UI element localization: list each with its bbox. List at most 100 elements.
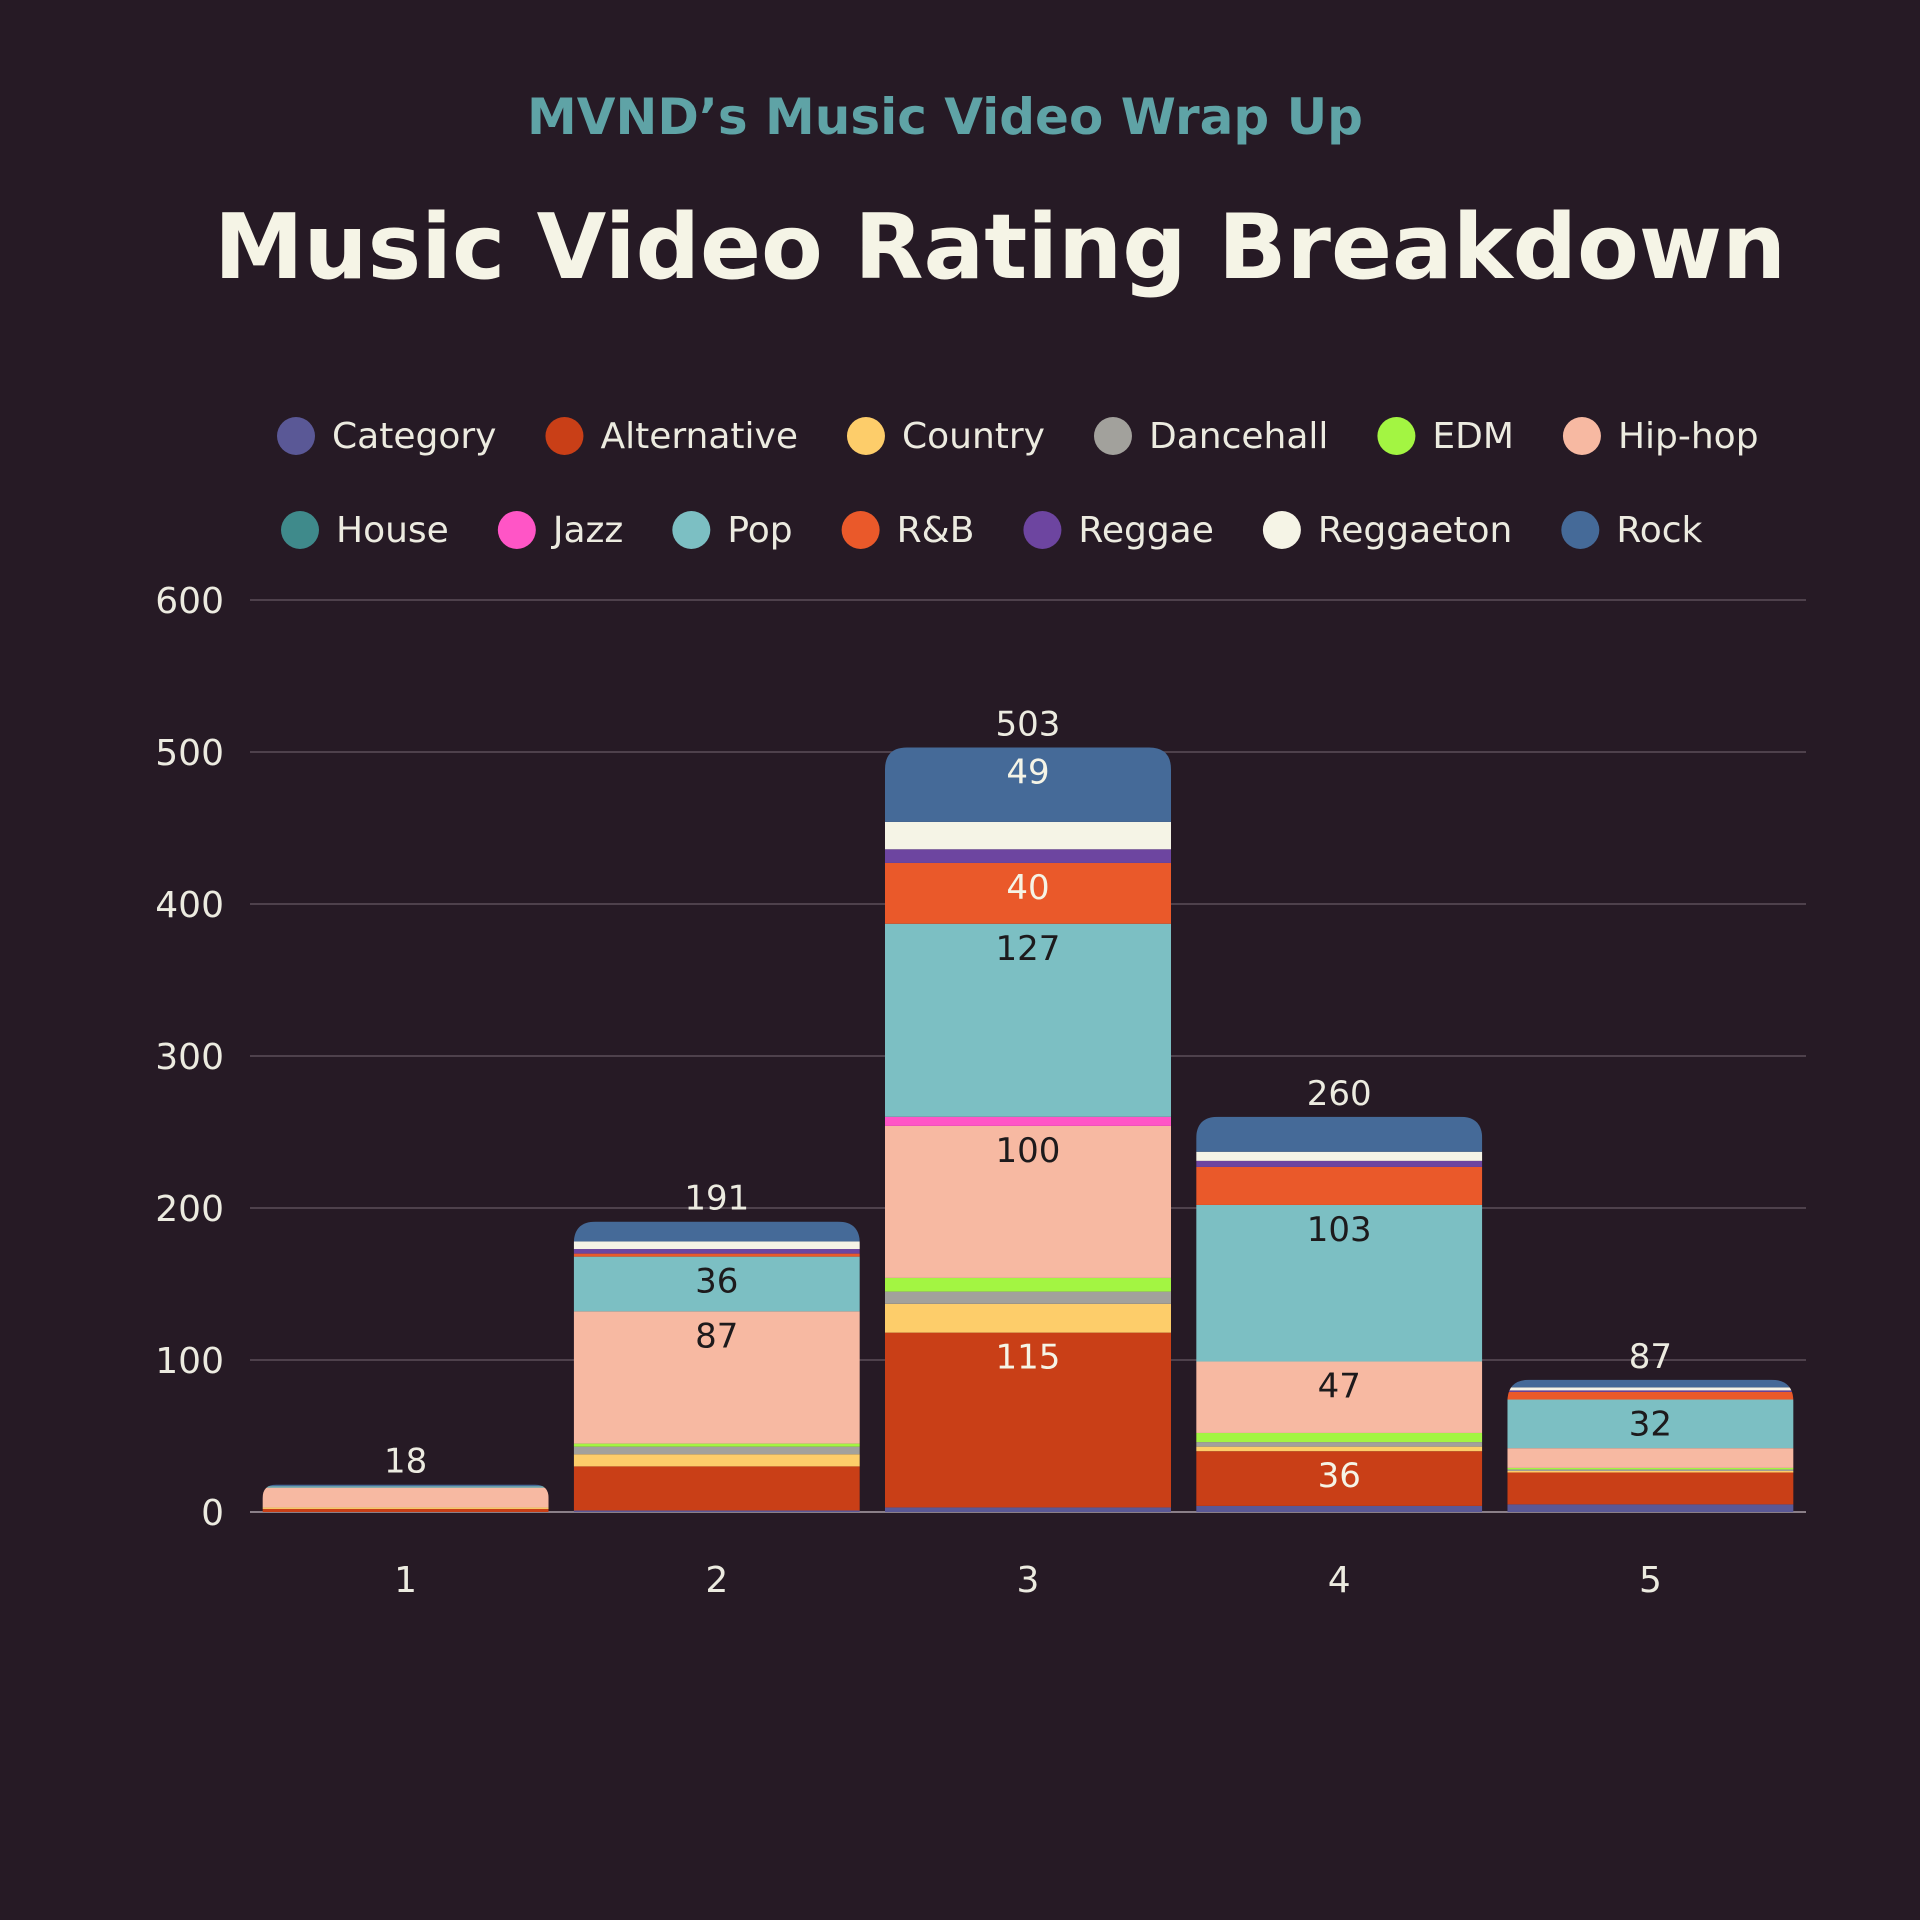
bar-segment-reggaeton-5 — [1507, 1387, 1794, 1391]
legend-label: Reggae — [1078, 510, 1213, 551]
legend-swatch — [1093, 417, 1132, 455]
legend-swatch — [281, 511, 319, 549]
bar-segment-reggae-5 — [1507, 1390, 1794, 1392]
bar-segment-hip-hop-5 — [1507, 1448, 1794, 1468]
legend-label: Dancehall — [1149, 416, 1328, 457]
bar-segment-category-5 — [1507, 1504, 1794, 1512]
legend-label: Jazz — [551, 510, 623, 551]
bar-segment-jazz-3 — [885, 1116, 1171, 1126]
bar-segment-rock-3 — [885, 747, 1171, 822]
y-tick-label: 600 — [155, 581, 224, 622]
bar-segment-alternative-2 — [573, 1466, 860, 1511]
bar-segment-dancehall-3 — [885, 1291, 1171, 1304]
legend-swatch — [1377, 417, 1416, 455]
segment-value-label: 36 — [695, 1262, 738, 1302]
bar-segment-edm-2 — [573, 1443, 860, 1447]
legend-item-pop: Pop — [672, 510, 793, 551]
x-tick-label: 2 — [705, 1560, 728, 1601]
bar-segment-pop-3 — [885, 923, 1171, 1117]
bar-segment-category-2 — [573, 1510, 860, 1512]
legend-label: House — [336, 510, 449, 551]
y-tick-label: 0 — [201, 1493, 224, 1534]
x-tick-label: 3 — [1017, 1560, 1040, 1601]
bar-segment-randb-5 — [1507, 1391, 1794, 1400]
legend-item-country: Country — [846, 416, 1045, 457]
legend-label: Pop — [727, 510, 792, 551]
bar-segment-hip-hop-1 — [262, 1487, 549, 1508]
x-tick-label: 1 — [394, 1560, 417, 1601]
y-tick-label: 300 — [155, 1037, 224, 1078]
bar-segment-pop-1 — [262, 1486, 549, 1488]
bar-segment-alternative-1 — [262, 1508, 549, 1512]
bar-segment-rock-1 — [262, 1484, 549, 1487]
legend-label: Alternative — [600, 416, 798, 457]
bar-total-label: 18 — [384, 1442, 427, 1482]
bar-segment-reggae-4 — [1196, 1160, 1483, 1167]
segment-value-label: 87 — [695, 1316, 738, 1356]
bar-segment-country-3 — [885, 1303, 1171, 1333]
bar-segment-edm-5 — [1507, 1467, 1794, 1470]
bar-segment-reggaeton-2 — [573, 1241, 860, 1250]
legend-item-house: House — [281, 510, 449, 551]
bar-segment-alternative-4 — [1196, 1451, 1483, 1506]
bar-segment-pop-4 — [1196, 1204, 1483, 1362]
legend-label: Country — [902, 416, 1045, 457]
legend: Category Alternative Country Dancehall EDM Hi… — [277, 416, 1759, 551]
bar-segment-dancehall-5 — [1507, 1469, 1794, 1471]
legend-swatch — [1561, 511, 1600, 549]
legend-label: Reggaeton — [1318, 510, 1512, 551]
segment-value-label: 47 — [1318, 1367, 1361, 1407]
legend-swatch — [1562, 417, 1601, 455]
bar-segment-country-2 — [573, 1454, 860, 1467]
legend-swatch — [841, 511, 880, 549]
segment-value-label: 100 — [996, 1131, 1061, 1171]
bars — [262, 747, 1794, 1512]
segment-value-label: 49 — [1006, 752, 1049, 792]
bar-stack-3 — [885, 747, 1171, 1512]
bar-segment-category-4 — [1196, 1505, 1483, 1512]
bar-segment-randb-4 — [1196, 1166, 1483, 1205]
bar-total-label: 87 — [1629, 1337, 1672, 1377]
bar-segment-hip-hop-4 — [1196, 1361, 1483, 1433]
legend-label: EDM — [1432, 416, 1514, 457]
bar-segment-reggaeton-3 — [885, 821, 1171, 850]
bar-segment-rock-5 — [1507, 1379, 1794, 1388]
x-tick-label: 5 — [1639, 1560, 1662, 1601]
legend-item-edm: EDM — [1377, 416, 1514, 457]
legend-item-jazz: Jazz — [497, 510, 623, 551]
y-tick-label: 200 — [155, 1189, 224, 1230]
legend-label: R&B — [897, 510, 975, 551]
bar-segment-hip-hop-3 — [885, 1125, 1171, 1278]
legend-swatch — [277, 417, 315, 455]
legend-item-dancehall: Dancehall — [1093, 416, 1328, 457]
segment-value-label: 127 — [996, 929, 1061, 969]
legend-swatch — [497, 511, 536, 549]
bar-segment-country-5 — [1507, 1470, 1794, 1473]
y-tick-label: 100 — [155, 1341, 224, 1382]
bar-segment-hip-hop-2 — [573, 1311, 860, 1444]
bar-segment-pop-2 — [573, 1256, 860, 1312]
bar-segment-randb-2 — [573, 1253, 860, 1257]
legend-item-reggae: Reggae — [1023, 510, 1214, 551]
bar-segment-edm-4 — [1196, 1432, 1483, 1443]
bar-segment-randb-3 — [885, 862, 1171, 924]
bar-total-label: 260 — [1307, 1074, 1372, 1114]
legend-label: Category — [332, 416, 496, 457]
legend-item-category: Category — [277, 416, 496, 457]
bar-stack-4 — [1196, 1116, 1483, 1512]
bar-stack-5 — [1507, 1379, 1794, 1512]
bar-segment-rock-4 — [1196, 1116, 1483, 1152]
legend-item-reggaeton: Reggaeton — [1262, 510, 1512, 551]
bar-segment-dancehall-4 — [1196, 1442, 1483, 1447]
bar-segment-reggaeton-4 — [1196, 1151, 1483, 1161]
segment-value-label: 36 — [1318, 1456, 1361, 1496]
legend-swatch — [846, 417, 885, 455]
x-tick-label: 4 — [1328, 1560, 1351, 1601]
legend-label: Rock — [1616, 510, 1702, 551]
data-labels: 18 87 36 191 115 100 127 40 49 503 36 47 103 260 32 87 — [384, 704, 1672, 1496]
legend-swatch — [672, 511, 711, 549]
legend-item-rock: Rock — [1561, 510, 1703, 551]
bar-segment-dancehall-2 — [573, 1446, 860, 1455]
segment-value-label: 103 — [1307, 1210, 1372, 1250]
